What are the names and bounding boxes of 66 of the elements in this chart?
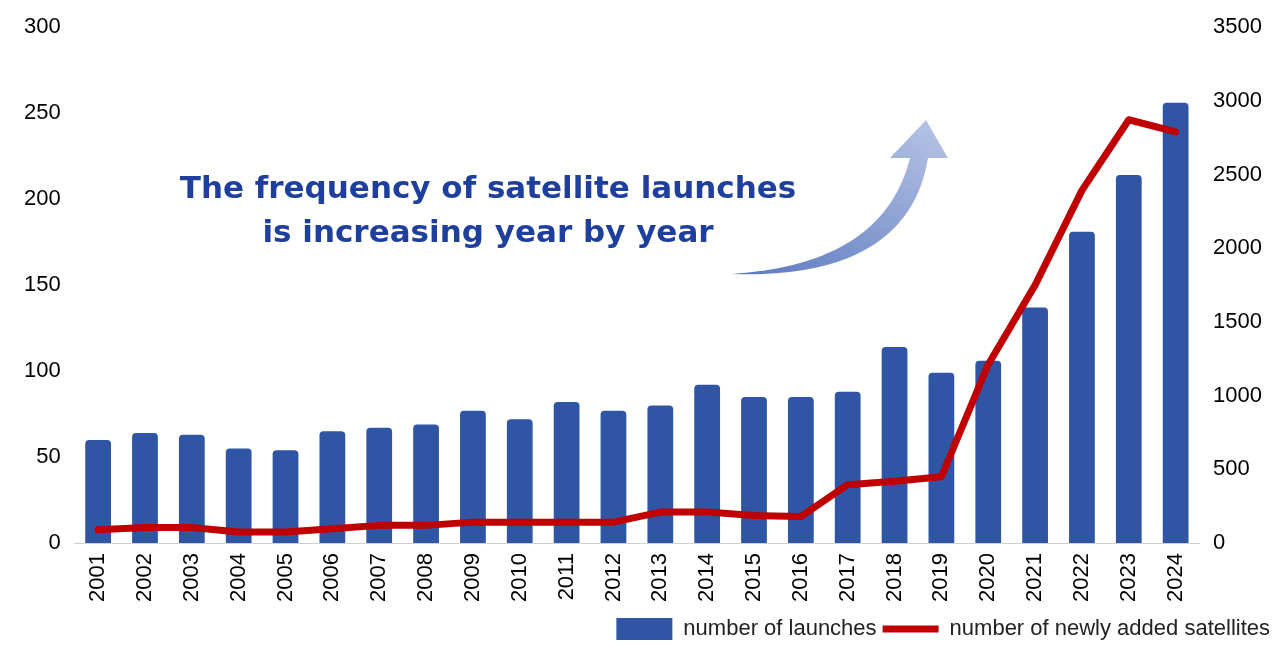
bar: [85, 439, 112, 544]
legend-label: number of launches: [683, 615, 877, 641]
bar: [178, 434, 205, 544]
y-tick-label: 50: [36, 443, 61, 469]
y-tick-label: 150: [23, 271, 61, 297]
bar: [272, 450, 299, 544]
y2-tick-label: 3000: [1213, 86, 1263, 112]
x-tick-label: 2006: [318, 553, 344, 603]
bar: [647, 405, 674, 544]
bar: [1162, 102, 1189, 544]
x-tick-label: 2018: [880, 553, 906, 603]
bar: [834, 391, 861, 544]
bar: [741, 396, 767, 544]
bar: [506, 419, 533, 544]
bar: [881, 347, 908, 544]
y2-tick-label: 1000: [1213, 381, 1263, 407]
bar: [553, 402, 580, 544]
bar: [694, 384, 721, 544]
x-tick-label: 2019: [927, 553, 953, 603]
x-tick-label: 2009: [458, 553, 484, 603]
bar: [1069, 231, 1095, 544]
y2-tick-label: 2500: [1213, 160, 1263, 186]
bar: [460, 410, 486, 544]
y-tick-label: 200: [23, 185, 61, 211]
y2-tick-label: 0: [1213, 529, 1226, 555]
legend-label: number of newly added satellites: [949, 615, 1271, 641]
x-tick-label: 2011: [552, 553, 578, 601]
x-tick-label: 2005: [271, 553, 297, 603]
bar: [225, 448, 252, 544]
x-tick-label: 2014: [693, 553, 719, 603]
bar: [600, 410, 627, 544]
x-tick-label: 2024: [1161, 553, 1187, 603]
x-tick-label: 2010: [505, 553, 531, 603]
bar: [319, 431, 346, 544]
y-tick-label: 100: [23, 357, 61, 383]
y2-tick-label: 2000: [1213, 234, 1263, 260]
bar: [928, 372, 955, 544]
y2-tick-label: 500: [1213, 455, 1250, 481]
y-tick-label: 300: [23, 13, 61, 39]
x-tick-label: 2020: [974, 553, 1000, 603]
bar: [787, 396, 814, 544]
x-tick-label: 2022: [1068, 553, 1093, 603]
x-tick-label: 2002: [131, 553, 157, 603]
x-tick-label: 2013: [646, 553, 672, 603]
x-tick-label: 2004: [224, 553, 250, 603]
x-tick-label: 2003: [177, 553, 203, 603]
y-tick-label: 0: [48, 529, 61, 555]
x-tick-label: 2012: [599, 553, 625, 603]
y2-tick-label: 1500: [1213, 308, 1263, 334]
annotation: The frequency of satellite launches is increasing year by year: [179, 169, 797, 250]
x-tick-label: 2001: [84, 553, 110, 603]
x-tick-label: 2008: [412, 553, 438, 603]
x-tick-label: 2023: [1114, 553, 1140, 603]
bar: [975, 360, 1002, 544]
y2-tick-label: 3500: [1213, 13, 1263, 39]
x-tick-label: 2015: [740, 553, 766, 603]
bar: [1022, 307, 1048, 544]
y-tick-label: 250: [23, 99, 61, 125]
bar: [413, 424, 439, 544]
bar: [366, 427, 393, 544]
x-tick-label: 2017: [833, 553, 859, 603]
x-tick-label: 2016: [786, 553, 812, 603]
bar: [1115, 175, 1142, 544]
bar: [132, 433, 158, 544]
x-tick-label: 2007: [365, 553, 391, 603]
x-tick-label: 2021: [1021, 553, 1047, 603]
